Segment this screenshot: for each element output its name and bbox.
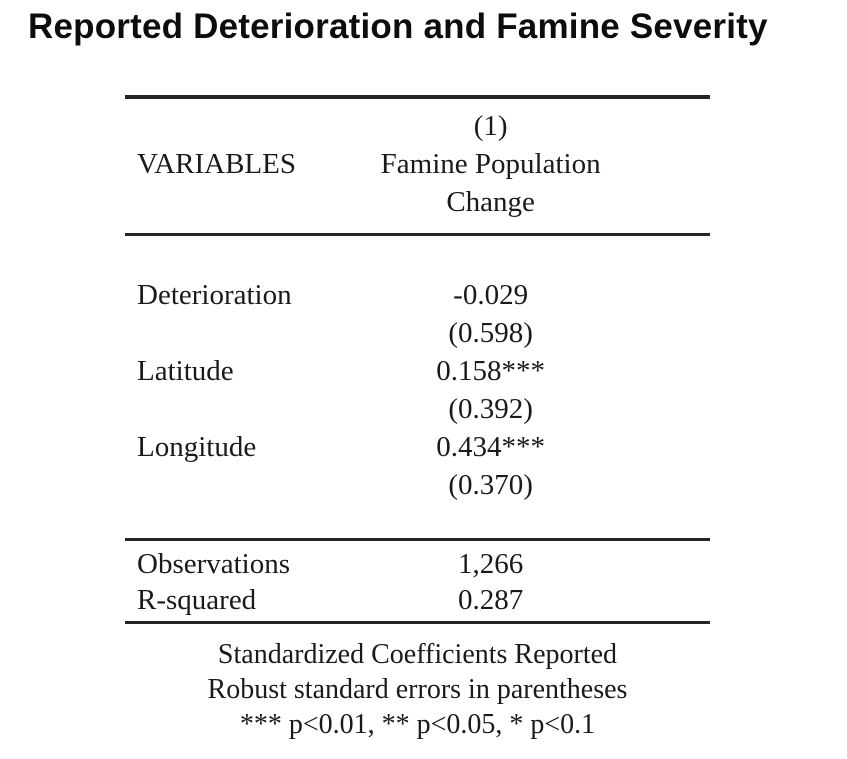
std-error-value: (0.598) (448, 317, 533, 349)
row-values: 0.434*** (0.370) (271, 428, 710, 504)
coefficient-value: -0.029 (453, 279, 529, 311)
note-line: Robust standard errors in parentheses (207, 674, 628, 705)
table-notes: Standardized Coefficients Reported Robus… (125, 624, 710, 742)
table-header: VARIABLES (1) Famine Population Change (125, 95, 710, 236)
row-label: Latitude (137, 355, 234, 387)
variables-label: VARIABLES (137, 148, 296, 180)
table-row: R-squared 0.287 (125, 582, 710, 618)
stat-value: 1,266 (458, 548, 524, 580)
column-title-line1: Famine Population (380, 148, 601, 180)
stat-label: Observations (137, 548, 291, 580)
column-header-cell: (1) Famine Population Change (271, 107, 710, 221)
table-row: Latitude 0.158*** (0.392) (125, 352, 710, 428)
table-row: Deterioration -0.029 (0.598) (125, 276, 710, 352)
stats-section: Observations 1,266 R-squared 0.287 (125, 538, 710, 624)
row-label: Deterioration (137, 279, 292, 311)
table-row: Longitude 0.434*** (0.370) (125, 428, 710, 504)
table-row: Observations 1,266 (125, 546, 710, 582)
std-error-value: (0.392) (448, 393, 533, 425)
stat-value: 0.287 (458, 584, 524, 616)
coefficient-value: 0.158*** (436, 355, 545, 387)
coefficients-section: Deterioration -0.029 (0.598) Latitude 0.… (125, 236, 710, 538)
page-title: Reported Deterioration and Famine Severi… (28, 7, 768, 46)
row-values: 0.158*** (0.392) (271, 352, 710, 428)
coefficient-value: 0.434*** (436, 431, 545, 463)
regression-table: VARIABLES (1) Famine Population Change D… (125, 95, 710, 742)
variables-header-cell: VARIABLES (125, 145, 296, 183)
std-error-value: (0.370) (448, 469, 533, 501)
note-line: Standardized Coefficients Reported (217, 639, 618, 670)
note-line: *** p<0.01, ** p<0.05, * p<0.1 (239, 709, 596, 740)
row-values: -0.029 (0.598) (271, 276, 710, 352)
column-number: (1) (473, 110, 508, 142)
page: Reported Deterioration and Famine Severi… (0, 0, 847, 740)
stat-label: R-squared (137, 584, 257, 616)
column-title-line2: Change (446, 186, 535, 218)
row-label: Longitude (137, 431, 257, 463)
